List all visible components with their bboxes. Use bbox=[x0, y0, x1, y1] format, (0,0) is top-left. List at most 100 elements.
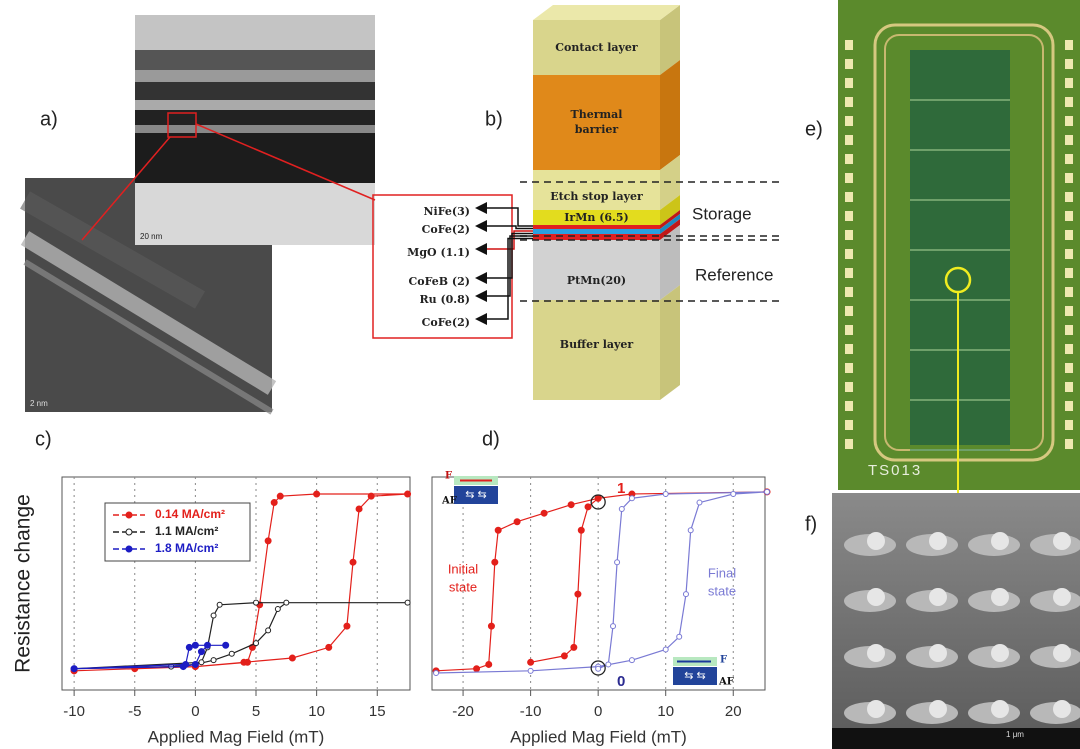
state-marker bbox=[590, 660, 606, 676]
data-point bbox=[253, 599, 260, 606]
chip-pad bbox=[845, 173, 853, 183]
zoom-square bbox=[167, 112, 197, 138]
x-tick-label: -20 bbox=[452, 703, 474, 720]
chip-pad bbox=[845, 230, 853, 240]
data-point bbox=[676, 633, 683, 640]
inset-af: AF bbox=[441, 496, 457, 507]
data-point bbox=[610, 623, 617, 630]
legend-label: 1.1 MA/cm² bbox=[155, 524, 218, 538]
data-point bbox=[276, 492, 284, 500]
data-point bbox=[662, 491, 669, 498]
tem-layer bbox=[135, 70, 375, 82]
sublayer-label: CoFe(2) bbox=[422, 223, 470, 236]
stack-top bbox=[533, 5, 680, 20]
chip-pad bbox=[845, 268, 853, 278]
data-point bbox=[197, 648, 205, 656]
layer-label: Buffer layer bbox=[560, 338, 634, 351]
sem-footer bbox=[832, 728, 1080, 749]
data-point bbox=[191, 660, 199, 668]
data-point bbox=[288, 654, 296, 662]
tem-layer bbox=[135, 82, 375, 100]
layer-label: Etch stop layer bbox=[550, 190, 643, 203]
tem-layer bbox=[135, 183, 375, 245]
data-point bbox=[70, 665, 78, 673]
legend-label: 1.8 MA/cm² bbox=[155, 541, 218, 555]
sublayer-arrow bbox=[475, 202, 533, 227]
sublayer-label: MgO (1.1) bbox=[407, 246, 470, 259]
data-point bbox=[265, 627, 272, 634]
layer-label: IrMn (6.5) bbox=[564, 211, 629, 224]
data-point bbox=[204, 641, 212, 649]
panel-label: d) bbox=[482, 428, 500, 450]
sublayer-arrow bbox=[475, 220, 533, 232]
state-marker bbox=[590, 494, 606, 510]
chip-pad bbox=[1065, 382, 1073, 392]
chip-pad bbox=[845, 363, 853, 373]
tem-layer bbox=[135, 50, 375, 70]
inset-block bbox=[454, 486, 498, 504]
chip-pad bbox=[1065, 135, 1073, 145]
chip-pad bbox=[845, 154, 853, 164]
chip-ring bbox=[873, 23, 1055, 462]
stack-layer bbox=[533, 210, 660, 225]
zoom-line bbox=[81, 136, 171, 241]
chip-pad bbox=[1065, 420, 1073, 430]
data-point bbox=[662, 646, 669, 653]
state-label: 0 bbox=[617, 673, 625, 690]
mtj-pillar-top bbox=[991, 532, 1009, 550]
chip-pad bbox=[1065, 306, 1073, 316]
series-line bbox=[74, 602, 408, 670]
mtj-pillar-top bbox=[929, 588, 947, 606]
data-point bbox=[487, 622, 495, 630]
sublayer-arrow bbox=[475, 232, 533, 284]
mtj-pillar-top bbox=[867, 700, 885, 718]
data-point bbox=[605, 661, 612, 668]
x-tick-label: 5 bbox=[252, 703, 260, 720]
chip-pad bbox=[1065, 97, 1073, 107]
mtj-pillar-top bbox=[929, 644, 947, 662]
annotation: Final bbox=[708, 565, 736, 580]
layer-label: Contact layer bbox=[555, 41, 638, 54]
data-point bbox=[222, 641, 230, 649]
inset-arrows: ⇆ ⇆ bbox=[684, 670, 706, 682]
chip-pad bbox=[845, 192, 853, 202]
chip-pad bbox=[845, 306, 853, 316]
sem-scale: 1 μm bbox=[1006, 730, 1024, 739]
lattice-band bbox=[23, 259, 274, 415]
chip-pad bbox=[1065, 287, 1073, 297]
data-point bbox=[764, 488, 771, 495]
storage-label: Storage bbox=[692, 204, 752, 223]
data-point bbox=[367, 492, 375, 500]
legend-marker bbox=[125, 545, 133, 553]
data-point bbox=[210, 657, 217, 664]
tem-layer bbox=[135, 125, 375, 133]
mtj-pillar-top bbox=[867, 644, 885, 662]
chip-pad bbox=[1065, 363, 1073, 373]
stack-layer bbox=[533, 170, 660, 210]
stack-layer-side bbox=[660, 285, 680, 400]
data-point bbox=[253, 640, 260, 647]
data-point bbox=[628, 657, 635, 664]
data-point bbox=[198, 659, 205, 666]
chip-pad bbox=[1065, 59, 1073, 69]
lattice-band bbox=[20, 191, 205, 309]
chip-array bbox=[910, 50, 1010, 445]
sublayer-label: NiFe(3) bbox=[423, 205, 470, 218]
data-point bbox=[343, 622, 351, 630]
stack-layer bbox=[533, 229, 660, 234]
chip-pad bbox=[1065, 401, 1073, 411]
chip-pad bbox=[845, 135, 853, 145]
data-point bbox=[730, 491, 737, 498]
mtj-pillar-top bbox=[867, 532, 885, 550]
chip-pad bbox=[845, 59, 853, 69]
chip-pad bbox=[845, 40, 853, 50]
chip-pad bbox=[845, 382, 853, 392]
data-point bbox=[185, 643, 193, 651]
x-tick-label: 0 bbox=[191, 703, 199, 720]
data-point bbox=[618, 505, 625, 512]
layer-label: Thermal bbox=[571, 108, 623, 121]
stack-layer bbox=[533, 240, 660, 300]
chip-pad bbox=[845, 439, 853, 449]
stack-layer-side bbox=[660, 195, 680, 225]
chip-pad bbox=[1065, 439, 1073, 449]
